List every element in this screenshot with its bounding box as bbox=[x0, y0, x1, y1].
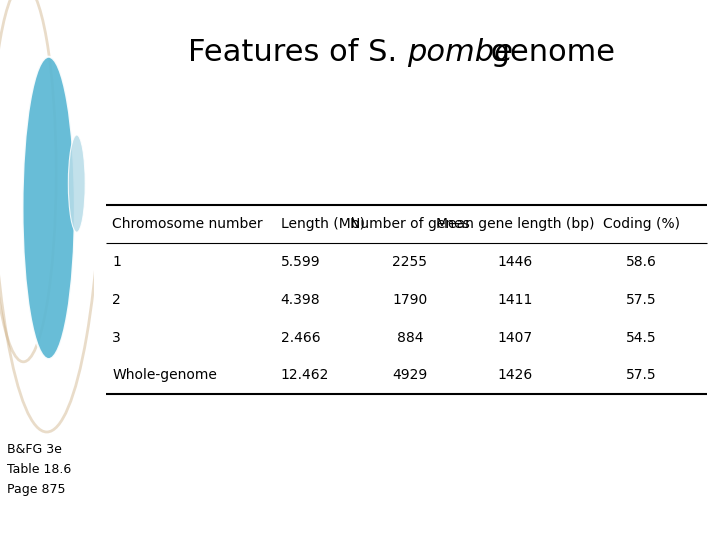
Text: 12.462: 12.462 bbox=[281, 368, 329, 382]
Circle shape bbox=[68, 135, 85, 232]
Text: 54.5: 54.5 bbox=[626, 330, 657, 345]
Text: Coding (%): Coding (%) bbox=[603, 217, 680, 231]
Text: 58.6: 58.6 bbox=[626, 255, 657, 269]
Text: 57.5: 57.5 bbox=[626, 293, 657, 307]
Text: B&FG 3e
Table 18.6
Page 875: B&FG 3e Table 18.6 Page 875 bbox=[7, 443, 72, 496]
Text: 4929: 4929 bbox=[392, 368, 428, 382]
Text: 1446: 1446 bbox=[498, 255, 533, 269]
Text: 1790: 1790 bbox=[392, 293, 428, 307]
Text: Length (Mb): Length (Mb) bbox=[281, 217, 365, 231]
Text: Features of S.: Features of S. bbox=[188, 38, 407, 67]
Text: 2.466: 2.466 bbox=[281, 330, 320, 345]
Text: 884: 884 bbox=[397, 330, 423, 345]
Circle shape bbox=[22, 57, 75, 359]
Text: genome: genome bbox=[481, 38, 615, 67]
Text: 4.398: 4.398 bbox=[281, 293, 320, 307]
Text: 2: 2 bbox=[112, 293, 121, 307]
Text: 5.599: 5.599 bbox=[281, 255, 320, 269]
Text: 1407: 1407 bbox=[498, 330, 533, 345]
Text: Whole-genome: Whole-genome bbox=[112, 368, 217, 382]
Text: 1426: 1426 bbox=[498, 368, 533, 382]
Text: Number of genes: Number of genes bbox=[350, 217, 469, 231]
Text: 57.5: 57.5 bbox=[626, 368, 657, 382]
Text: pombe: pombe bbox=[407, 38, 513, 67]
Text: 2255: 2255 bbox=[392, 255, 427, 269]
Text: Mean gene length (bp): Mean gene length (bp) bbox=[436, 217, 594, 231]
Text: 3: 3 bbox=[112, 330, 121, 345]
Text: 1: 1 bbox=[112, 255, 121, 269]
Text: 1411: 1411 bbox=[498, 293, 533, 307]
Text: Chromosome number: Chromosome number bbox=[112, 217, 263, 231]
